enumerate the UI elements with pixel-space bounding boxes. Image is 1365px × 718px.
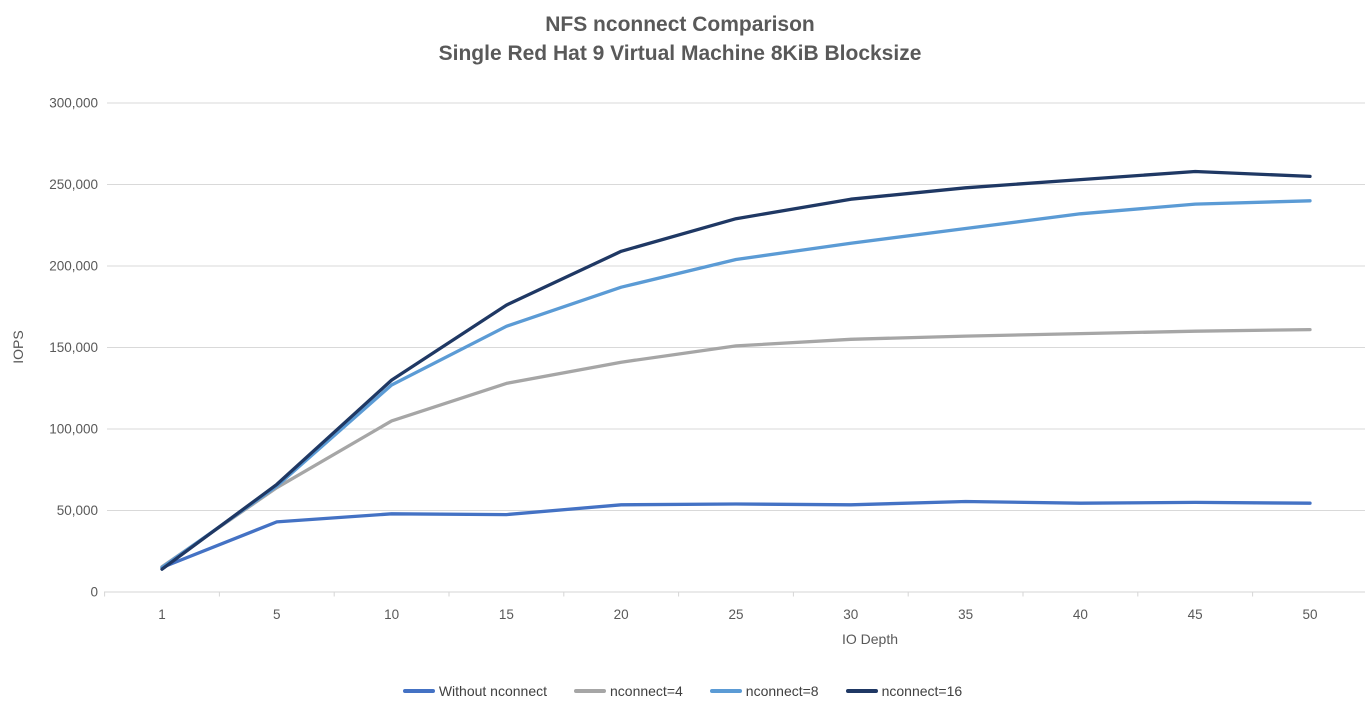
x-tick-label: 1 [158, 607, 166, 622]
x-tick-label: 25 [728, 607, 743, 622]
x-tick-label: 30 [843, 607, 858, 622]
legend-item: nconnect=4 [574, 683, 683, 699]
y-tick-label: 0 [90, 585, 98, 600]
chart-title: NFS nconnect Comparison [545, 13, 815, 36]
legend-swatch-icon [574, 689, 606, 693]
x-tick-label: 10 [384, 607, 399, 622]
series-line-3 [160, 169, 1312, 571]
legend-label: nconnect=8 [745, 683, 819, 699]
y-tick-label: 300,000 [49, 96, 98, 111]
legend-label: nconnect=4 [610, 683, 683, 699]
y-tick-label: 50,000 [57, 503, 98, 518]
legend-item: nconnect=8 [709, 683, 819, 699]
x-tick-label: 35 [958, 607, 973, 622]
legend-label: nconnect=16 [881, 683, 963, 699]
legend-label: Without nconnect [438, 683, 547, 699]
chart-subtitle: Single Red Hat 9 Virtual Machine 8KiB Bl… [438, 42, 922, 65]
x-tick-label: 5 [273, 607, 281, 622]
legend-swatch-icon [845, 689, 878, 693]
x-tick-label: 40 [1073, 607, 1088, 622]
series-line-1 [160, 327, 1312, 569]
chart-title-block: NFS nconnect Comparison Single Red Hat 9… [439, 10, 922, 68]
y-tick-label: 200,000 [49, 259, 98, 274]
legend-swatch-icon [709, 689, 742, 693]
legend: Without nconnect nconnect=4 nconnect=8 ncon… [0, 683, 1365, 699]
x-tick-label: 15 [499, 607, 514, 622]
legend-item: nconnect=16 [845, 683, 963, 699]
legend-item: Without nconnect [402, 683, 547, 699]
y-tick-label: 150,000 [49, 340, 98, 355]
x-axis-title: IO Depth [841, 631, 899, 647]
legend-swatch-icon [402, 689, 435, 693]
y-axis-title: IOPS [10, 330, 26, 364]
x-tick-label: 45 [1188, 607, 1203, 622]
x-tick-label: 50 [1302, 607, 1317, 622]
y-tick-label: 250,000 [49, 177, 98, 192]
series-line-2 [160, 199, 1312, 570]
series-line-0 [160, 499, 1312, 570]
y-tick-label: 100,000 [49, 422, 98, 437]
x-tick-label: 20 [614, 607, 629, 622]
